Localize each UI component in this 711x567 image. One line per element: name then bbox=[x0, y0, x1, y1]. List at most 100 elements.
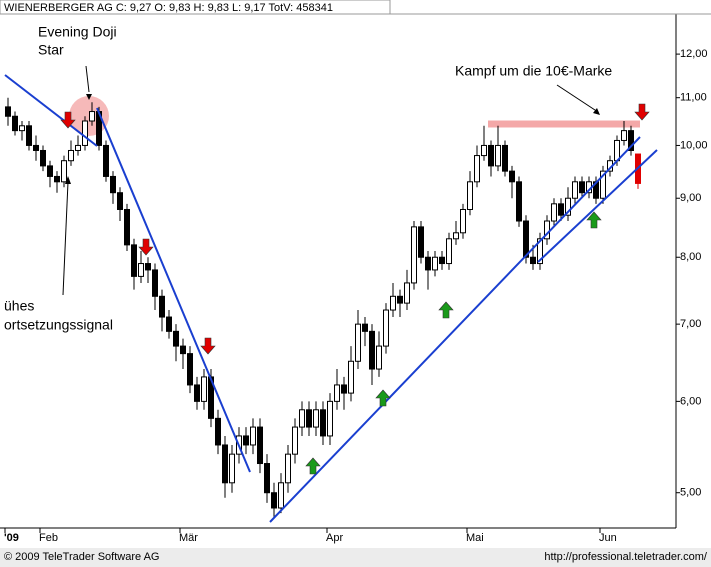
candle-body bbox=[446, 238, 452, 265]
candle-body bbox=[68, 149, 74, 162]
candle-body bbox=[229, 453, 235, 484]
signal-arrow bbox=[438, 301, 454, 319]
y-tick-label: 10,00 bbox=[680, 139, 708, 151]
callout-line bbox=[556, 84, 599, 113]
candle-body bbox=[474, 155, 480, 183]
candle-body bbox=[131, 244, 137, 277]
signal-arrow bbox=[60, 111, 76, 129]
candle-body bbox=[61, 160, 67, 183]
candle-body bbox=[390, 295, 396, 311]
trendline bbox=[537, 149, 658, 263]
signal-arrow bbox=[138, 238, 154, 256]
signal-arrow bbox=[305, 457, 321, 475]
candle-body bbox=[320, 409, 326, 437]
y-tick-label: 7,00 bbox=[680, 318, 701, 330]
candle-body bbox=[222, 444, 228, 484]
candle-body bbox=[530, 256, 536, 265]
candle-body bbox=[145, 263, 151, 271]
signal-arrow bbox=[375, 389, 391, 407]
x-tick-label: Mai bbox=[466, 532, 484, 544]
callout-head bbox=[86, 94, 92, 100]
candle-body bbox=[306, 409, 312, 428]
candle-body bbox=[628, 130, 634, 151]
header: WIENERBERGER AG C: 9,27 O: 9,83 H: 9,83 … bbox=[4, 2, 333, 14]
candle-body bbox=[376, 345, 382, 370]
candle-body bbox=[278, 482, 284, 509]
annotation: Evening Doji bbox=[38, 24, 117, 40]
annotation: Star bbox=[38, 42, 64, 58]
trendlines-front bbox=[4, 65, 658, 523]
candle-body bbox=[453, 232, 459, 240]
candle-body bbox=[47, 165, 53, 177]
candle-body bbox=[194, 384, 200, 402]
candle-body bbox=[152, 269, 158, 297]
candle-body bbox=[460, 208, 466, 234]
x-tick-label: '09 bbox=[4, 532, 19, 544]
x-tick-label: Feb bbox=[39, 532, 58, 544]
x-tick-label: Apr bbox=[326, 532, 343, 544]
candle-body bbox=[264, 463, 270, 494]
x-tick-label: Mär bbox=[179, 532, 198, 544]
candle-body bbox=[523, 220, 529, 258]
candle-body bbox=[362, 323, 368, 332]
annotation: Kampf um die 10€-Marke bbox=[455, 63, 612, 79]
candle-body bbox=[110, 175, 116, 194]
candle-body bbox=[12, 115, 18, 132]
trendline bbox=[269, 136, 641, 523]
candle-body bbox=[425, 256, 431, 271]
y-tick-label: 6,00 bbox=[680, 395, 701, 407]
candle-body bbox=[341, 384, 347, 394]
candle-body bbox=[124, 208, 130, 246]
trendline bbox=[96, 107, 251, 473]
candle-body bbox=[243, 435, 249, 446]
y-tick-label: 12,00 bbox=[680, 48, 708, 60]
callout-head bbox=[593, 108, 600, 115]
signal-arrow bbox=[200, 337, 216, 355]
annotation: ühes bbox=[4, 298, 34, 314]
candle-body bbox=[509, 170, 515, 183]
footer-right: http://professional.teletrader.com/ bbox=[544, 551, 708, 563]
signal-arrow bbox=[586, 211, 602, 229]
candle-body bbox=[103, 144, 109, 177]
candle-body bbox=[40, 149, 46, 167]
candle-body bbox=[187, 353, 193, 386]
candle-body bbox=[516, 181, 522, 222]
candle-body bbox=[215, 417, 221, 446]
candle-body bbox=[355, 323, 361, 362]
candle-body bbox=[159, 295, 165, 318]
candle-body bbox=[558, 203, 564, 216]
candle-body bbox=[257, 426, 263, 465]
candle-body bbox=[173, 330, 179, 347]
candle-body bbox=[285, 453, 291, 484]
candle-body bbox=[334, 384, 340, 402]
candle-body bbox=[439, 256, 445, 265]
candle-body bbox=[117, 192, 123, 210]
candle-body bbox=[467, 181, 473, 210]
callout-head bbox=[65, 176, 71, 184]
candle-body bbox=[621, 130, 627, 141]
y-tick-label: 9,00 bbox=[680, 192, 701, 204]
candle-body bbox=[5, 106, 11, 117]
candle-body bbox=[348, 360, 354, 394]
candle-body bbox=[572, 181, 578, 199]
candle-body bbox=[369, 330, 375, 370]
candle-body bbox=[537, 238, 543, 265]
candle-body bbox=[579, 181, 585, 194]
candle-body bbox=[327, 400, 333, 437]
candle-body bbox=[75, 144, 81, 151]
callout-line bbox=[85, 65, 90, 93]
candle-body bbox=[82, 120, 88, 146]
candle-body bbox=[299, 409, 305, 428]
candle-body bbox=[138, 263, 144, 277]
candle-body bbox=[383, 309, 389, 347]
trendline bbox=[4, 74, 98, 147]
candle-body bbox=[89, 111, 95, 122]
candle-body bbox=[19, 125, 25, 132]
candle-body bbox=[201, 376, 207, 402]
candle-body bbox=[565, 197, 571, 216]
y-tick-label: 5,00 bbox=[680, 487, 701, 499]
candle-body bbox=[313, 409, 319, 428]
candle-body bbox=[166, 316, 172, 332]
candle-body bbox=[26, 125, 32, 146]
candles bbox=[5, 97, 641, 519]
